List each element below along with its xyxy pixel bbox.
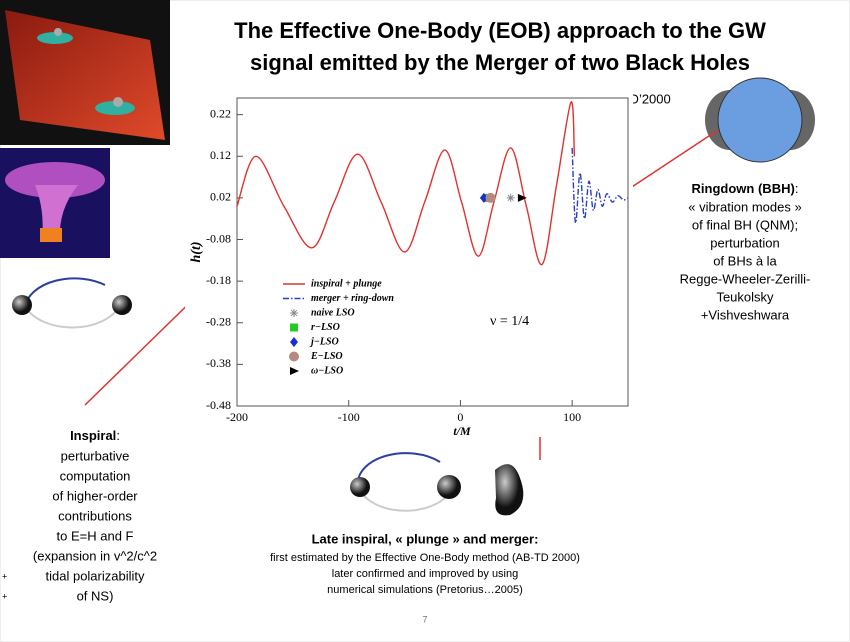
title-line: signal emitted by the Merger of two Blac… <box>250 50 750 75</box>
x-tick-label: -100 <box>338 410 360 424</box>
page: The Effective One-Body (EOB) approach to… <box>0 0 850 642</box>
text-line: « vibration modes » <box>688 199 801 214</box>
text-line: numerical simulations (Pretorius…2005) <box>327 584 523 596</box>
text-line: of BHs à la <box>713 253 777 268</box>
annotation: ν = 1/4 <box>490 314 529 329</box>
x-axis-label: t/M <box>453 424 471 438</box>
text-line: contributions <box>58 508 132 523</box>
bullet: + <box>2 591 7 601</box>
text-line: computation <box>60 468 131 483</box>
x-tick-label: 100 <box>563 410 581 424</box>
late-heading: Late inspiral, « plunge » and merger: <box>312 531 539 546</box>
bullet: + <box>2 571 7 581</box>
y-tick-label: -0.08 <box>206 231 231 245</box>
y-tick-label: -0.38 <box>206 356 231 370</box>
chart: 0.220.120.02-0.08-0.18-0.28-0.38-0.48-20… <box>185 92 633 438</box>
y-tick-label: 0.12 <box>210 148 231 162</box>
legend-label: ω−LSO <box>311 365 343 376</box>
legend-label: merger + ring-down <box>311 293 394 304</box>
text-line: Teukolsky <box>716 289 774 304</box>
text-line: (expansion in v^2/c^2 <box>33 548 157 563</box>
x-tick-label: -200 <box>226 410 248 424</box>
legend-label: E−LSO <box>310 351 343 362</box>
text-line: first estimated by the Effective One-Bod… <box>270 552 580 564</box>
legend-swatch <box>289 352 299 362</box>
y-tick-label: -0.28 <box>206 315 231 329</box>
legend-swatch <box>290 324 298 332</box>
legend-label: j−LSO <box>309 336 339 347</box>
x-tick-label: 0 <box>457 410 463 424</box>
slide: The Effective One-Body (EOB) approach to… <box>0 0 850 642</box>
text-line: of higher-order <box>52 488 138 503</box>
chart-bg <box>185 92 633 437</box>
text-line: of final BH (QNM); <box>692 217 798 232</box>
y-tick-label: -0.18 <box>206 273 231 287</box>
legend-label: r−LSO <box>311 322 340 333</box>
page-number: 7 <box>422 614 427 624</box>
text-line: tidal polarizability <box>46 568 145 583</box>
ringdown-heading: Ringdown (BBH): <box>692 181 799 196</box>
inspiral-heading: Inspiral: <box>70 428 120 443</box>
heading: Inspiral <box>70 428 116 443</box>
legend-swatch <box>290 309 298 317</box>
text-line: later confirmed and improved by using <box>332 568 518 580</box>
y-tick-label: 0.02 <box>210 190 231 204</box>
text-line: perturbation <box>710 235 779 250</box>
title-line: The Effective One-Body (EOB) approach to… <box>234 18 766 43</box>
text-line: to E=H and F <box>57 528 134 543</box>
text-line: perturbative <box>61 448 130 463</box>
legend-label: naive LSO <box>311 307 355 318</box>
text-line: +Vishveshwara <box>701 307 790 322</box>
marker <box>507 194 515 202</box>
heading-rest: : <box>116 428 120 443</box>
heading-rest: : <box>795 181 799 196</box>
heading: Ringdown (BBH) <box>692 181 795 196</box>
text-line: Regge-Wheeler-Zerilli- <box>680 271 811 286</box>
marker <box>486 193 496 203</box>
text-line: of NS) <box>77 588 114 603</box>
y-axis-label: h(t) <box>189 242 204 263</box>
y-tick-label: 0.22 <box>210 106 231 120</box>
legend-label: inspiral + plunge <box>311 278 382 289</box>
